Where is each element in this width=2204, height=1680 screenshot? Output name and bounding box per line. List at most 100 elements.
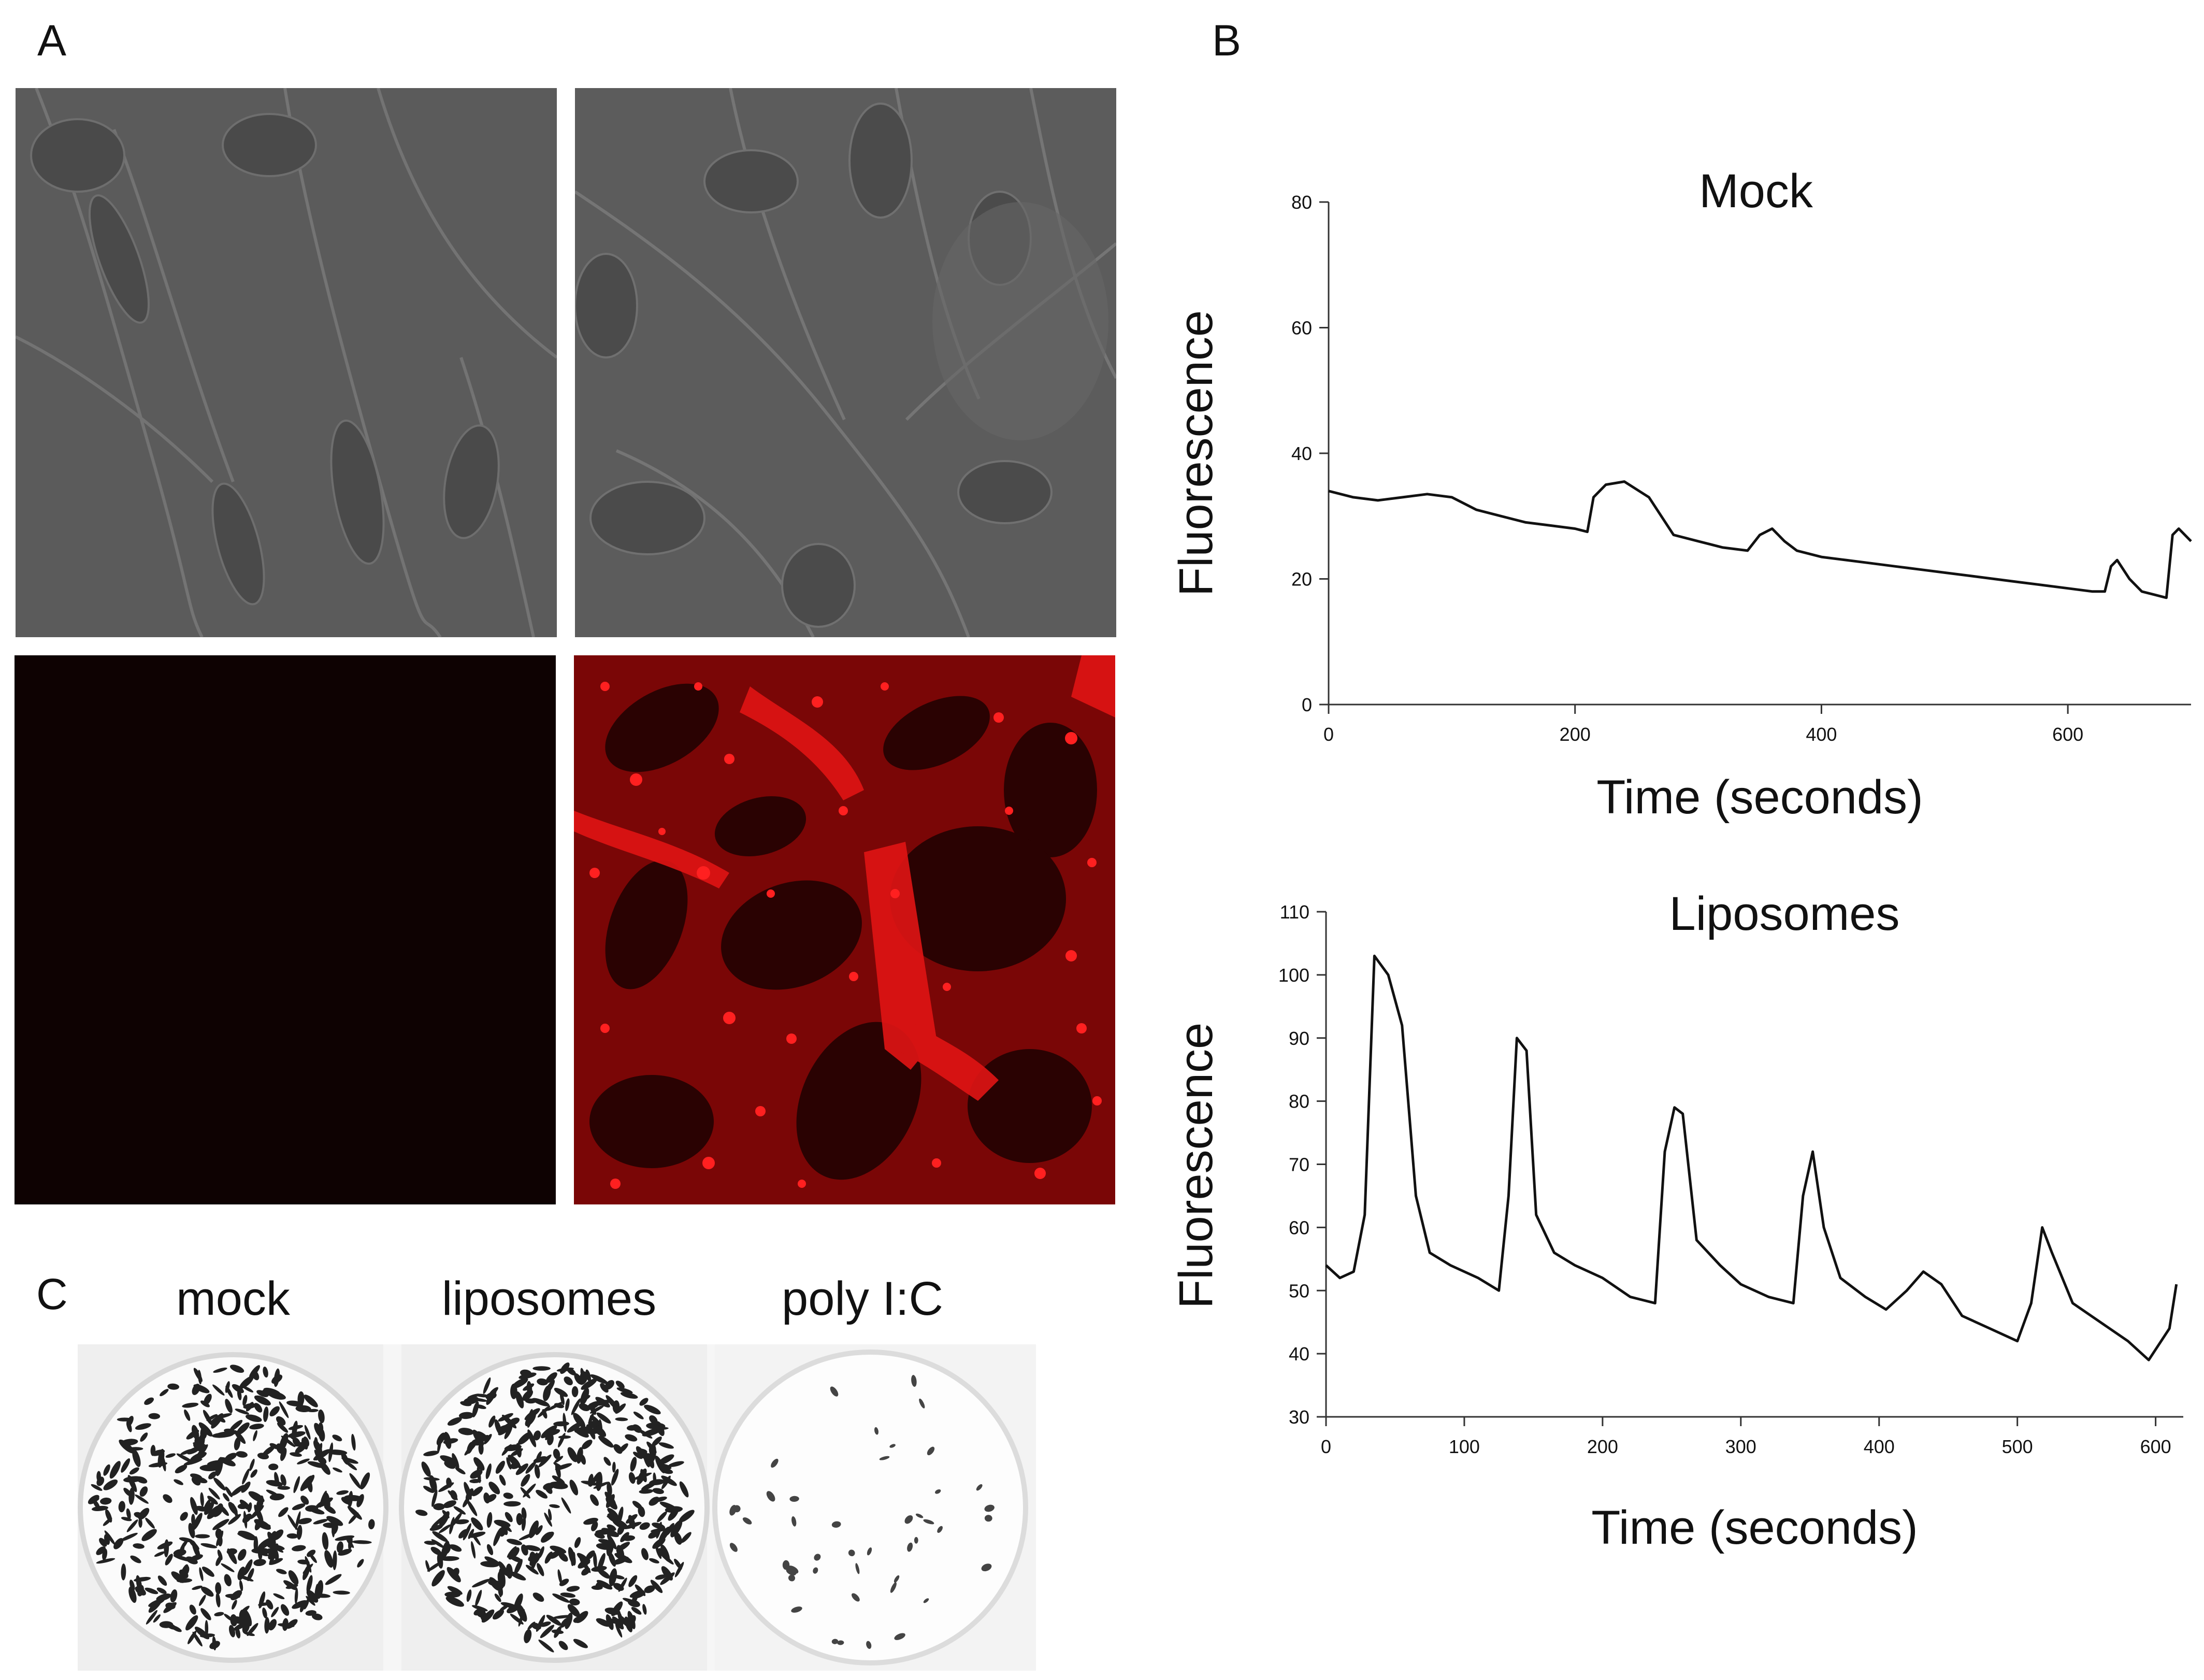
stained-cell: [224, 1428, 237, 1434]
stained-cell: [904, 1515, 913, 1524]
stained-cell: [148, 1413, 161, 1419]
stained-cell: [525, 1398, 537, 1404]
stained-cell: [674, 1532, 682, 1545]
stained-cell: [879, 1456, 890, 1460]
stained-cell: [200, 1426, 207, 1440]
stained-cell: [249, 1458, 255, 1471]
stained-cell: [213, 1510, 222, 1517]
stained-cell: [144, 1397, 154, 1405]
stained-cell: [183, 1458, 203, 1466]
stained-cell: [523, 1483, 536, 1498]
stained-cell: [580, 1368, 585, 1382]
stained-cell: [466, 1589, 472, 1602]
stained-cell: [679, 1481, 689, 1498]
stained-cell: [154, 1551, 165, 1557]
stained-cell: [472, 1578, 491, 1588]
stained-cell: [105, 1509, 112, 1523]
stained-cell: [633, 1452, 643, 1459]
stained-cell: [273, 1593, 285, 1600]
stained-cell: [658, 1442, 674, 1449]
crystal-violet-plate: [78, 1344, 1036, 1671]
stained-cell: [258, 1591, 266, 1609]
stained-cell: [247, 1622, 258, 1636]
stained-cell: [458, 1428, 474, 1435]
stained-cell: [438, 1482, 454, 1492]
fluorescence-trace: [1328, 480, 2192, 599]
stained-cell: [300, 1496, 309, 1505]
stained-cell: [518, 1532, 537, 1541]
stained-cell: [911, 1375, 917, 1387]
y-tick-label: 70: [1289, 1154, 1309, 1175]
stained-cell: [269, 1558, 283, 1565]
stained-cell: [596, 1580, 613, 1590]
phase-contrast-cells-mock: [16, 88, 557, 637]
stained-cell: [573, 1639, 588, 1648]
y-axis-title: Fluorescence: [1170, 1023, 1222, 1309]
stained-cell: [641, 1482, 656, 1490]
stained-cell: [515, 1391, 524, 1409]
stained-cell: [919, 1398, 925, 1409]
stained-cell: [468, 1529, 474, 1539]
y-tick-label: 60: [1289, 1217, 1309, 1238]
stained-cell: [655, 1545, 662, 1559]
stained-cell: [507, 1539, 523, 1545]
stained-cell: [175, 1464, 188, 1474]
stained-cell: [173, 1555, 192, 1562]
stained-cell: [316, 1580, 324, 1599]
stained-cell: [368, 1519, 375, 1530]
stained-cell: [224, 1574, 232, 1587]
well-poly-ic: [712, 1349, 1028, 1665]
stained-cell: [552, 1475, 565, 1484]
stained-cell: [498, 1422, 513, 1435]
stained-cell: [927, 1446, 935, 1456]
stained-cell: [553, 1448, 560, 1459]
stained-cell: [88, 1495, 99, 1504]
stained-cell: [269, 1406, 280, 1417]
stained-cell: [292, 1545, 306, 1552]
stained-cell: [571, 1552, 575, 1567]
y-tick-label: 20: [1291, 569, 1312, 590]
stained-cell: [652, 1538, 666, 1549]
stained-cell: [984, 1504, 995, 1512]
stained-cell: [157, 1575, 167, 1586]
fluorescence-image-liposomes: [574, 655, 1115, 1204]
stained-cell: [681, 1532, 692, 1543]
stained-cell: [455, 1467, 466, 1474]
stained-cell: [520, 1369, 532, 1377]
stained-cell: [439, 1511, 450, 1528]
stained-cell: [174, 1479, 183, 1485]
stained-cell: [616, 1545, 625, 1561]
stained-cell: [266, 1599, 273, 1610]
stained-cell: [242, 1395, 248, 1406]
stained-cell: [659, 1552, 674, 1565]
stained-cell: [585, 1420, 602, 1429]
stained-cell: [604, 1607, 621, 1615]
stained-cell: [429, 1525, 443, 1531]
stained-cell: [256, 1390, 269, 1397]
stained-cell: [567, 1604, 580, 1617]
stained-cell: [166, 1623, 177, 1630]
stained-cell: [555, 1463, 561, 1478]
stained-cell: [596, 1412, 611, 1424]
stained-cell: [242, 1513, 252, 1523]
stained-cell: [193, 1443, 204, 1452]
stained-cell: [297, 1391, 305, 1406]
stained-cell: [657, 1511, 667, 1523]
stained-cell: [453, 1506, 466, 1515]
stained-cell: [242, 1468, 250, 1485]
stained-cell: [649, 1415, 658, 1425]
stained-cell: [278, 1623, 295, 1628]
stained-cell: [264, 1548, 275, 1554]
stained-cell: [215, 1592, 221, 1607]
stained-cell: [281, 1435, 296, 1447]
stained-cell: [360, 1472, 370, 1490]
stained-cell: [471, 1517, 483, 1531]
stained-cell: [207, 1496, 218, 1505]
stained-cell: [427, 1561, 442, 1572]
stained-cell: [179, 1537, 193, 1543]
stained-cell: [604, 1491, 616, 1506]
stained-cell: [976, 1484, 983, 1491]
stained-cell: [290, 1452, 302, 1457]
stained-cell: [468, 1531, 486, 1538]
stained-cell: [549, 1504, 560, 1509]
